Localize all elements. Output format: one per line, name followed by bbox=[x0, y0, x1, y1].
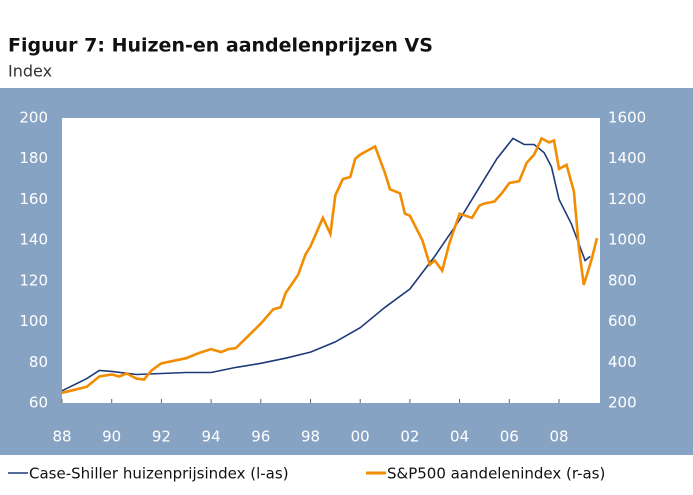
x-tick-label: 94 bbox=[202, 428, 221, 446]
y-tick-label: 120 bbox=[19, 271, 48, 289]
x-tick-label: 08 bbox=[549, 428, 568, 446]
y2-tick-label: 200 bbox=[608, 394, 637, 412]
plot-area bbox=[62, 118, 600, 403]
x-tick-label: 98 bbox=[301, 428, 320, 446]
y2-tick-label: 800 bbox=[608, 271, 637, 289]
x-tick-label: 88 bbox=[52, 428, 71, 446]
y-tick-label: 200 bbox=[19, 109, 48, 127]
y2-tick-label: 1200 bbox=[608, 190, 646, 208]
chart-subtitle: Index bbox=[8, 62, 52, 81]
y-tick-label: 160 bbox=[19, 190, 48, 208]
x-tick-label: 04 bbox=[450, 428, 469, 446]
chart-title: Figuur 7: Huizen-en aandelenprijzen VS bbox=[8, 35, 433, 57]
y-tick-label: 140 bbox=[19, 231, 48, 249]
x-tick-label: 90 bbox=[102, 428, 121, 446]
series-line bbox=[61, 136, 599, 395]
y-tick-label: 180 bbox=[19, 149, 48, 167]
legend-label: Case-Shiller huizenprijsindex (l-as) bbox=[29, 465, 289, 483]
y2-tick-label: 1600 bbox=[608, 109, 646, 127]
x-tick-label: 06 bbox=[500, 428, 519, 446]
y-tick-label: 60 bbox=[29, 394, 48, 412]
series-line bbox=[61, 137, 591, 392]
x-tick-label: 02 bbox=[400, 428, 419, 446]
legend-label: S&P500 aandelenindex (r-as) bbox=[387, 465, 605, 483]
x-tick-label: 92 bbox=[152, 428, 171, 446]
y-tick-label: 80 bbox=[29, 353, 48, 371]
x-tick-label: 00 bbox=[351, 428, 370, 446]
x-tick-label: 96 bbox=[251, 428, 270, 446]
y2-tick-label: 600 bbox=[608, 312, 637, 330]
y2-tick-label: 1400 bbox=[608, 149, 646, 167]
y2-tick-label: 400 bbox=[608, 353, 637, 371]
y2-tick-label: 1000 bbox=[608, 231, 646, 249]
y-tick-label: 100 bbox=[19, 312, 48, 330]
